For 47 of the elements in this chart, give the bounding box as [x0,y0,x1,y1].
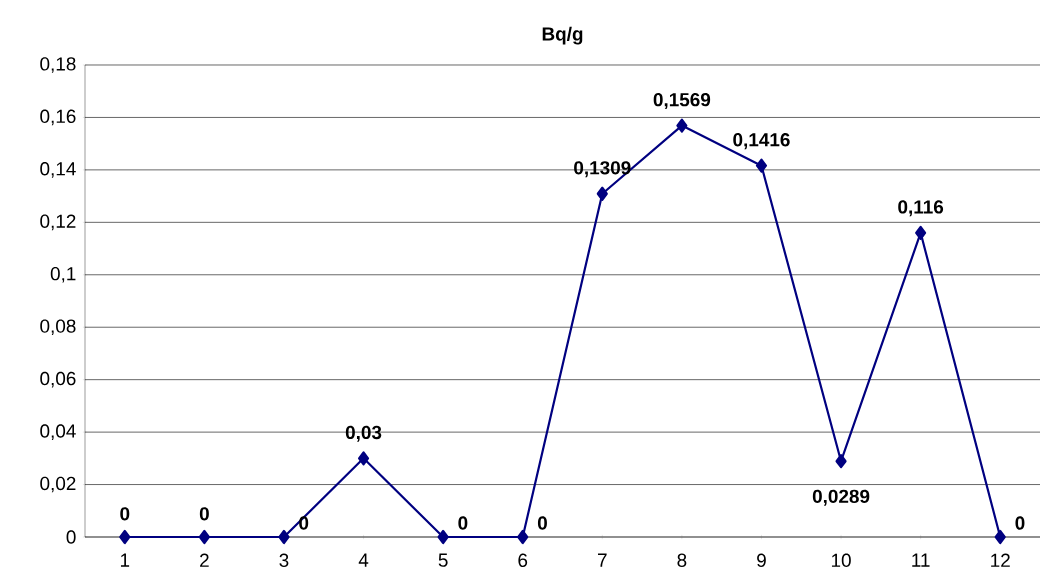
point [915,225,927,240]
x-tick-label: 6 [518,553,528,568]
x-tick-label: 4 [358,553,369,567]
data-label: 0,0289 [812,489,870,506]
point [755,158,768,173]
data-label: 0 [1015,516,1025,530]
y-tick-label: 0,08 [40,319,76,336]
point [357,451,370,466]
point [835,454,847,469]
x-tick-label: 1 [120,553,130,567]
data-label: 0,1309 [574,161,631,178]
y-tick-label: 0 [66,530,76,544]
x-tick-label: 3 [279,553,289,568]
y-tick-label: 0,02 [40,476,76,493]
x-tick-label: 11 [912,553,930,567]
y-tick-label: 0,1 [50,266,76,283]
x-tick-label: 8 [677,553,687,568]
data-label: 0 [537,516,547,530]
data-label: 0,1569 [653,92,711,110]
y-tick-label: 0,18 [40,57,76,73]
data-label: 0,1416 [733,133,790,150]
data-label: 0 [299,516,309,530]
point [676,118,688,133]
x-tick-label: 5 [438,553,448,567]
y-tick-label: 0,16 [40,109,76,126]
point [198,529,210,545]
point [278,529,290,545]
x-tick-label: 12 [991,553,1010,567]
y-tick-label: 0,06 [40,371,76,388]
data-label: 0 [458,516,468,530]
point [437,529,449,545]
y-tick-label: 0,04 [40,424,76,440]
data-label: 0 [120,507,130,521]
x-tick-label: 2 [200,553,209,567]
x-tick-label: 10 [831,553,851,568]
y-tick-label: 0,12 [40,214,76,231]
x-tick-label: 7 [598,553,607,567]
point [119,529,131,545]
point [517,529,529,545]
x-tick-label: 9 [757,553,766,568]
point [994,529,1006,545]
point [596,186,608,201]
chart-title: Bq/g [542,26,583,45]
data-label: 0,116 [898,200,944,217]
data-label: 0 [199,507,209,521]
y-tick-label: 0,14 [40,162,76,178]
data-label: 0,03 [345,425,382,442]
